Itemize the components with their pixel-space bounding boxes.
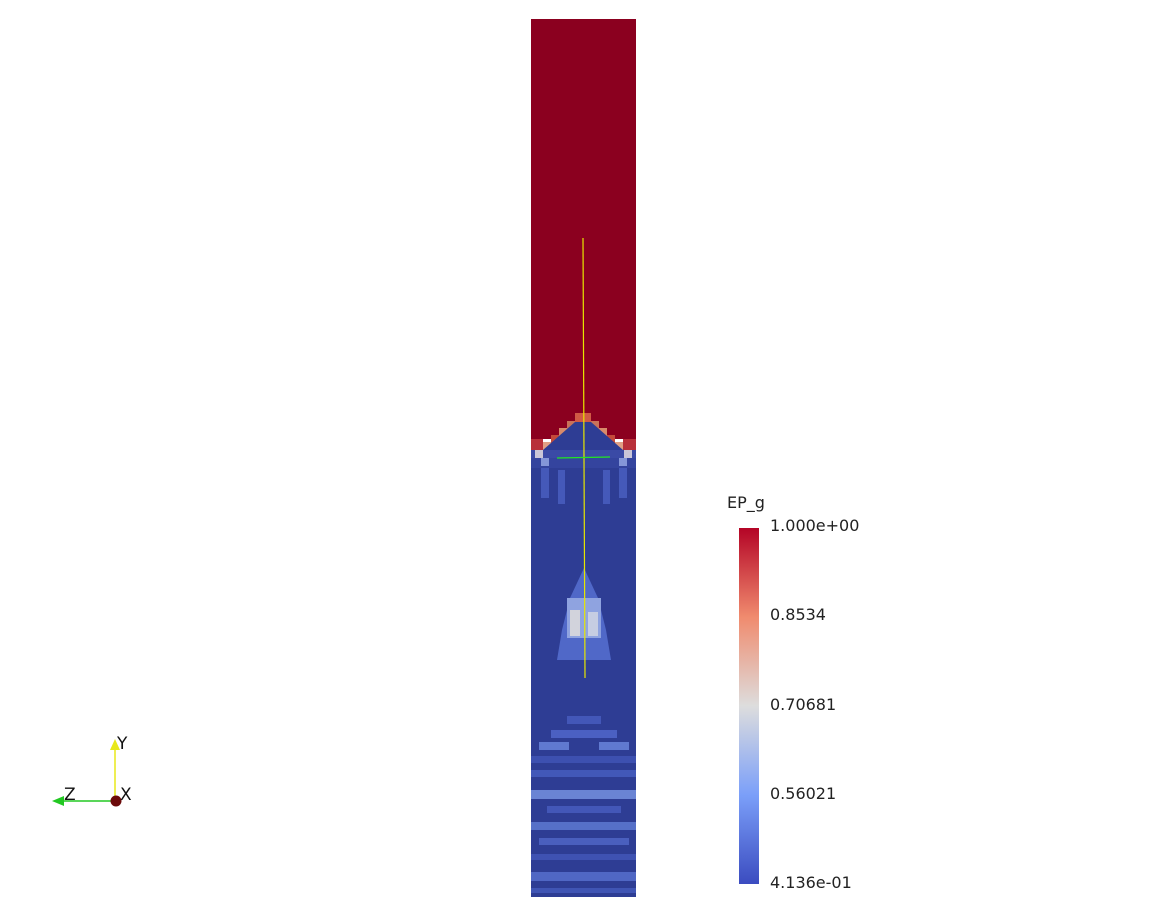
z-axis-arrow	[52, 796, 64, 806]
lower-bands	[531, 716, 636, 893]
interior-bubble	[557, 568, 611, 660]
simulation-column	[531, 19, 636, 897]
colorbar-gradient	[739, 528, 759, 884]
colorbar-label-high: 0.8534	[770, 605, 826, 624]
bubble-rim	[531, 413, 636, 450]
x-axis-dot	[110, 795, 122, 807]
colorbar-label-min: 4.136e-01	[770, 873, 852, 892]
z-axis-label: Z	[64, 785, 76, 805]
colorbar-title: EP_g	[727, 493, 765, 512]
y-axis-label: Y	[117, 734, 128, 754]
slice-line	[556, 456, 611, 459]
orientation-axes	[52, 739, 122, 807]
x-axis-label: X	[120, 785, 132, 805]
y-axis-arrow	[110, 739, 120, 750]
colorbar-label-mid: 0.70681	[770, 695, 837, 714]
colorbar-label-max: 1.000e+00	[770, 516, 860, 535]
wake-streaks	[541, 468, 627, 504]
colorbar-label-low: 0.56021	[770, 784, 837, 803]
